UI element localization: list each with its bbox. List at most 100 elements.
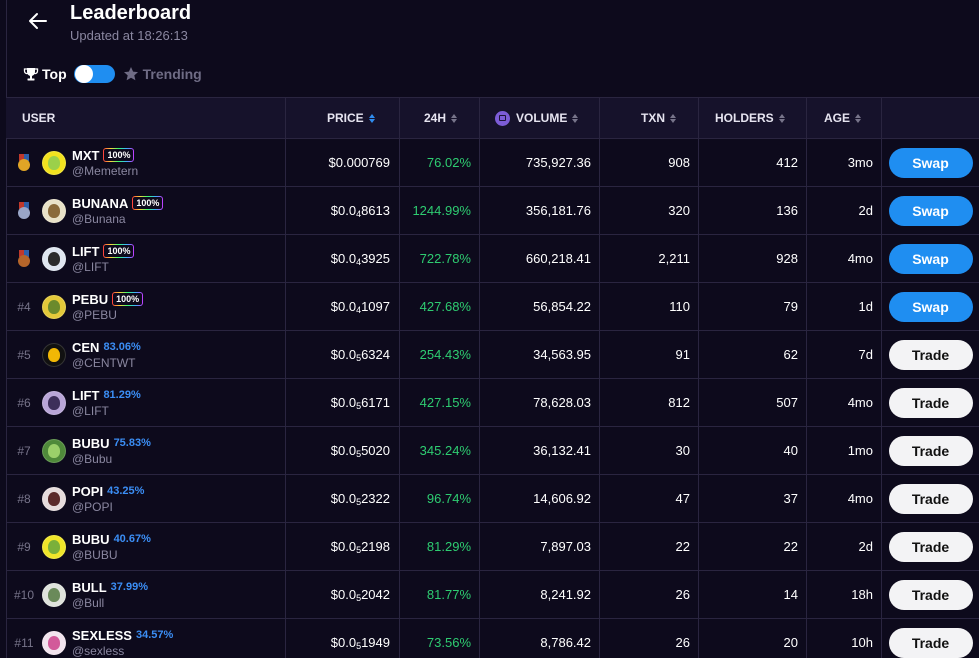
holders-cell: 507 bbox=[699, 379, 807, 426]
trade-button[interactable]: Trade bbox=[888, 387, 973, 418]
price-cell: $0.048613 bbox=[286, 187, 400, 234]
column-label: HOLDERS bbox=[715, 111, 774, 125]
tab-top-label: Top bbox=[42, 66, 67, 82]
trade-button[interactable]: Trade bbox=[888, 435, 973, 466]
txn-cell: 2,211 bbox=[600, 235, 699, 282]
user-handle[interactable]: @POPI bbox=[72, 499, 113, 514]
table-row[interactable]: #6 LIFT 81.29% @LIFT $0.056171 427.15% 7… bbox=[6, 379, 979, 427]
tab-trending[interactable]: Trending bbox=[123, 66, 202, 82]
table-row[interactable]: #8 POPI 43.25% @POPI $0.052322 96.74% 14… bbox=[6, 475, 979, 523]
age-value: 1d bbox=[858, 299, 873, 314]
column-header-holders[interactable]: HOLDERS bbox=[699, 98, 807, 138]
token-name[interactable]: CEN bbox=[72, 339, 100, 355]
age-cell: 4mo bbox=[807, 235, 882, 282]
column-label: PRICE bbox=[327, 111, 364, 125]
trade-button[interactable]: Trade bbox=[888, 531, 973, 562]
column-header-txn[interactable]: TXN bbox=[600, 98, 699, 138]
trade-button[interactable]: Trade bbox=[888, 579, 973, 610]
user-handle[interactable]: @Memetern bbox=[72, 163, 139, 178]
progress-percent: 83.06% bbox=[103, 341, 141, 353]
user-info: PEBU 100% @PEBU bbox=[72, 292, 143, 322]
avatar[interactable] bbox=[42, 150, 66, 175]
holders-cell: 412 bbox=[699, 139, 807, 186]
trade-button[interactable]: Trade bbox=[888, 483, 973, 514]
avatar[interactable] bbox=[42, 390, 66, 415]
user-handle[interactable]: @PEBU bbox=[72, 307, 117, 322]
price-value: $0.041097 bbox=[331, 299, 390, 315]
column-header-age[interactable]: AGE bbox=[807, 98, 882, 138]
back-button[interactable] bbox=[26, 9, 50, 33]
user-handle[interactable]: @BUBU bbox=[72, 547, 118, 562]
txn-value: 91 bbox=[675, 347, 690, 362]
txn-value: 2,211 bbox=[658, 251, 690, 266]
user-cell: #11 SEXLESS 34.57% @sexless bbox=[6, 619, 286, 658]
user-handle[interactable]: @LIFT bbox=[72, 403, 109, 418]
swap-button[interactable]: Swap bbox=[888, 243, 973, 274]
user-handle[interactable]: @LIFT bbox=[72, 259, 109, 274]
token-name[interactable]: BUBU bbox=[72, 531, 110, 547]
user-handle[interactable]: @Bunana bbox=[72, 211, 126, 226]
avatar[interactable] bbox=[42, 198, 66, 223]
sort-arrows-icon bbox=[670, 113, 676, 123]
change-24h-cell: 427.15% bbox=[400, 379, 480, 426]
age-cell: 18h bbox=[807, 571, 882, 618]
token-name[interactable]: BUNANA bbox=[72, 195, 129, 211]
table-row[interactable]: LIFT 100% @LIFT $0.043925 722.78% 660,21… bbox=[6, 235, 979, 283]
swap-button[interactable]: Swap bbox=[888, 147, 973, 178]
table-row[interactable]: #9 BUBU 40.67% @BUBU $0.052198 81.29% 7,… bbox=[6, 523, 979, 571]
trade-button[interactable]: Trade bbox=[888, 627, 973, 658]
table-row[interactable]: BUNANA 100% @Bunana $0.048613 1244.99% 3… bbox=[6, 187, 979, 235]
token-name[interactable]: SEXLESS bbox=[72, 627, 132, 643]
price-zero-count: 5 bbox=[356, 592, 362, 603]
price-cell: $0.051949 bbox=[286, 619, 400, 658]
avatar[interactable] bbox=[42, 294, 66, 319]
table-row[interactable]: #7 BUBU 75.83% @Bubu $0.055020 345.24% 3… bbox=[6, 427, 979, 475]
column-header-price[interactable]: PRICE bbox=[286, 98, 400, 138]
table-row[interactable]: #11 SEXLESS 34.57% @sexless $0.051949 73… bbox=[6, 619, 979, 658]
token-name[interactable]: LIFT bbox=[72, 387, 100, 403]
age-value: 7d bbox=[858, 347, 873, 362]
swap-button[interactable]: Swap bbox=[888, 291, 973, 322]
table-row[interactable]: #4 PEBU 100% @PEBU $0.041097 427.68% 56,… bbox=[6, 283, 979, 331]
token-name[interactable]: PEBU bbox=[72, 291, 109, 307]
sort-arrows-icon bbox=[368, 113, 375, 123]
trade-button[interactable]: Trade bbox=[888, 339, 973, 370]
avatar[interactable] bbox=[42, 438, 66, 463]
table-row[interactable]: #5 CEN 83.06% @CENTWT $0.056324 254.43% … bbox=[6, 331, 979, 379]
table-row[interactable]: MXT 100% @Memetern $0.000769 76.02% 735,… bbox=[6, 139, 979, 187]
token-name[interactable]: POPI bbox=[72, 483, 104, 499]
column-header-user[interactable]: USER bbox=[6, 98, 286, 138]
age-cell: 10h bbox=[807, 619, 882, 658]
token-name[interactable]: LIFT bbox=[72, 243, 100, 259]
volume-value: 78,628.03 bbox=[533, 395, 591, 410]
toggle-switch[interactable] bbox=[73, 65, 115, 83]
avatar[interactable] bbox=[42, 486, 66, 511]
holders-value: 507 bbox=[776, 395, 798, 410]
user-cell: #6 LIFT 81.29% @LIFT bbox=[6, 379, 286, 426]
price-value: $0.052198 bbox=[331, 539, 390, 555]
column-header-24h[interactable]: 24H bbox=[400, 98, 480, 138]
avatar[interactable] bbox=[42, 582, 66, 607]
user-handle[interactable]: @Bubu bbox=[72, 451, 113, 466]
avatar[interactable] bbox=[42, 246, 66, 271]
column-header-volume[interactable]: VOLUME bbox=[480, 98, 600, 138]
user-info: SEXLESS 34.57% @sexless bbox=[72, 628, 173, 658]
change-24h-value: 427.68% bbox=[419, 299, 471, 314]
swap-button[interactable]: Swap bbox=[888, 195, 973, 226]
table-row[interactable]: #10 BULL 37.99% @Bull $0.052042 81.77% 8… bbox=[6, 571, 979, 619]
avatar[interactable] bbox=[42, 342, 66, 367]
change-24h-value: 96.74% bbox=[426, 491, 471, 506]
user-handle[interactable]: @Bull bbox=[72, 595, 105, 610]
table-header: USER PRICE 24H VOLUME TXN HOLDERS AGE bbox=[6, 97, 979, 139]
token-name[interactable]: BULL bbox=[72, 579, 107, 595]
token-name[interactable]: BUBU bbox=[72, 435, 110, 451]
user-handle[interactable]: @CENTWT bbox=[72, 355, 136, 370]
avatar[interactable] bbox=[42, 630, 66, 655]
volume-cell: 8,241.92 bbox=[480, 571, 600, 618]
avatar[interactable] bbox=[42, 534, 66, 559]
tab-top[interactable]: Top bbox=[23, 66, 67, 82]
token-name[interactable]: MXT bbox=[72, 147, 100, 163]
rank-number: #4 bbox=[17, 299, 31, 314]
user-handle[interactable]: @sexless bbox=[72, 643, 125, 658]
price-zero-count: 4 bbox=[356, 304, 362, 315]
